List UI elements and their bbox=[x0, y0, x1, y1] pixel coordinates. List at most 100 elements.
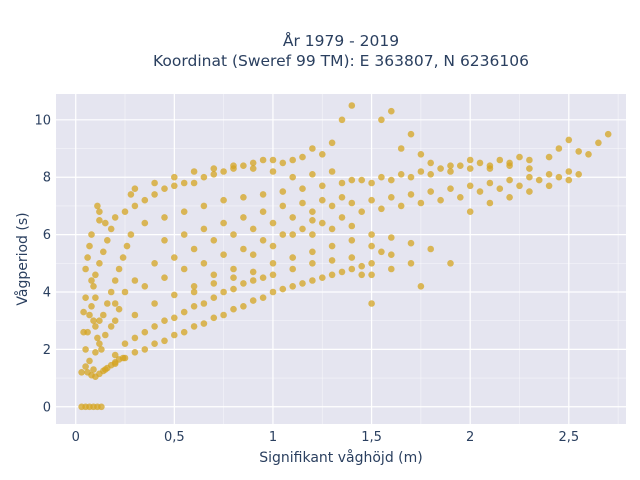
data-point bbox=[80, 308, 87, 316]
data-point bbox=[368, 260, 375, 267]
y-axis-ticks: 0 2 4 6 8 10 bbox=[34, 113, 51, 415]
data-point bbox=[289, 265, 297, 273]
data-point bbox=[230, 274, 237, 282]
data-point bbox=[328, 202, 336, 210]
data-point bbox=[407, 173, 415, 181]
data-point bbox=[86, 357, 93, 365]
data-point bbox=[397, 145, 405, 152]
data-point bbox=[378, 205, 385, 213]
data-point bbox=[104, 300, 111, 307]
data-point bbox=[161, 317, 168, 325]
data-point bbox=[131, 349, 139, 356]
y-tick-label: 0 bbox=[43, 400, 51, 415]
y-axis-title: Vågperiod (s) bbox=[14, 212, 31, 305]
data-point bbox=[111, 351, 119, 359]
data-point bbox=[328, 139, 336, 147]
data-point bbox=[190, 288, 198, 296]
data-point bbox=[94, 334, 101, 342]
chart-title-line1: År 1979 - 2019 bbox=[283, 31, 399, 50]
data-point bbox=[348, 237, 356, 244]
data-point bbox=[107, 225, 115, 233]
data-point bbox=[240, 303, 247, 310]
data-point bbox=[526, 165, 533, 172]
data-point bbox=[259, 156, 267, 164]
data-point bbox=[115, 305, 123, 313]
data-point bbox=[437, 196, 444, 204]
data-point bbox=[131, 334, 139, 342]
data-point bbox=[249, 225, 257, 233]
data-point bbox=[100, 248, 107, 256]
data-point bbox=[230, 265, 237, 273]
data-point bbox=[328, 225, 336, 233]
data-point bbox=[466, 208, 474, 215]
data-point bbox=[111, 317, 119, 325]
data-point bbox=[121, 340, 129, 348]
data-point bbox=[240, 214, 247, 221]
data-point bbox=[289, 156, 297, 164]
data-point bbox=[131, 311, 139, 319]
data-point bbox=[388, 194, 395, 201]
data-point bbox=[96, 208, 103, 215]
data-point bbox=[378, 116, 385, 124]
data-point bbox=[259, 294, 267, 302]
data-point bbox=[348, 254, 356, 261]
data-point bbox=[96, 317, 103, 325]
data-point bbox=[516, 182, 523, 190]
data-point bbox=[575, 148, 582, 155]
data-point bbox=[127, 191, 135, 198]
data-point bbox=[88, 277, 95, 284]
data-point bbox=[141, 328, 149, 336]
data-point bbox=[309, 208, 316, 215]
data-point bbox=[407, 260, 415, 267]
data-point bbox=[98, 346, 105, 353]
data-point bbox=[289, 254, 297, 261]
data-point bbox=[486, 199, 494, 207]
data-point bbox=[378, 248, 385, 256]
data-point bbox=[476, 188, 484, 195]
x-tick-label: 2,5 bbox=[558, 430, 579, 445]
x-tick-label: 2 bbox=[466, 430, 474, 445]
data-point bbox=[447, 168, 454, 175]
data-point bbox=[417, 199, 425, 207]
data-point bbox=[565, 136, 573, 144]
data-point bbox=[141, 346, 149, 353]
data-point bbox=[555, 145, 563, 152]
data-point bbox=[506, 159, 513, 167]
data-point bbox=[161, 214, 168, 221]
data-point bbox=[180, 328, 188, 336]
data-point bbox=[171, 173, 178, 181]
data-point bbox=[457, 162, 464, 169]
data-point bbox=[279, 188, 287, 195]
data-point bbox=[516, 153, 523, 161]
y-tick-label: 8 bbox=[43, 171, 51, 186]
data-point bbox=[506, 194, 513, 201]
data-point bbox=[565, 176, 573, 184]
x-tick-label: 1,5 bbox=[361, 430, 382, 445]
data-point bbox=[107, 288, 115, 296]
data-point bbox=[348, 199, 356, 207]
data-point bbox=[171, 182, 178, 190]
data-point bbox=[220, 168, 227, 175]
data-point bbox=[309, 248, 316, 256]
data-point bbox=[289, 283, 297, 290]
data-point bbox=[171, 331, 178, 339]
data-point bbox=[585, 151, 592, 158]
data-point bbox=[348, 176, 356, 184]
data-point bbox=[141, 219, 149, 227]
data-point bbox=[299, 280, 306, 287]
data-point bbox=[161, 337, 168, 345]
data-point bbox=[269, 271, 277, 279]
data-point bbox=[388, 234, 395, 241]
data-point bbox=[151, 340, 158, 348]
data-point bbox=[417, 151, 425, 158]
data-point bbox=[575, 171, 582, 178]
data-point bbox=[92, 323, 99, 330]
data-point bbox=[309, 277, 316, 284]
data-point bbox=[338, 179, 346, 187]
x-tick-label: 0 bbox=[72, 430, 80, 445]
data-point bbox=[407, 130, 415, 138]
data-point bbox=[388, 265, 395, 273]
data-point bbox=[319, 196, 326, 204]
data-point bbox=[388, 251, 395, 258]
data-point bbox=[348, 102, 356, 109]
